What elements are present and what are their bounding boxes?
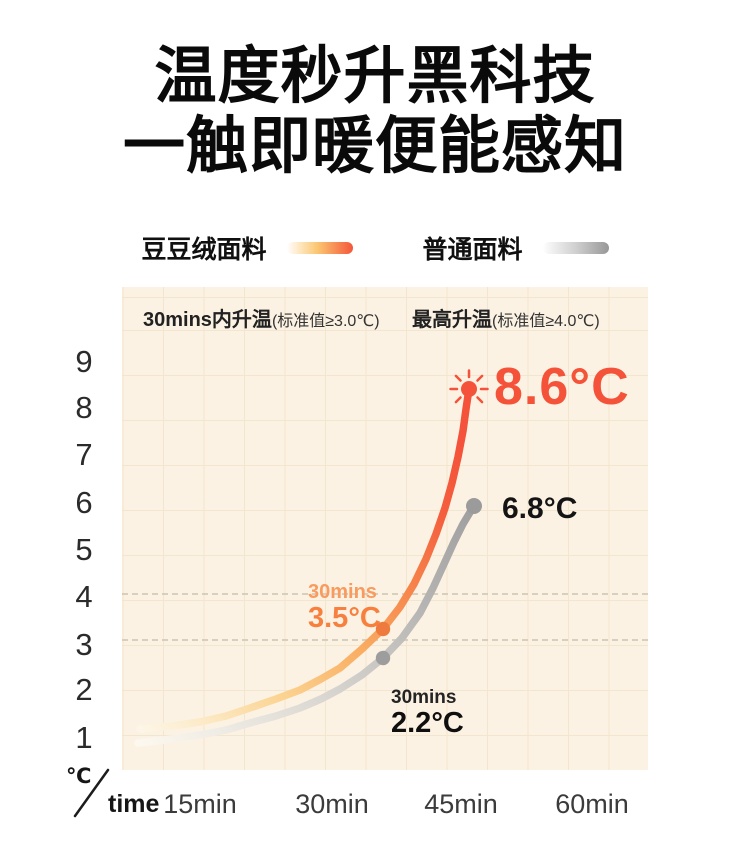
orange-peak-sparkle <box>449 369 489 404</box>
y-axis-tick-9: 9 <box>75 344 93 379</box>
axis-corner-label: ℃ time <box>56 762 160 822</box>
legend-item-ordinary: 普通面料 <box>423 230 609 266</box>
header-right-sub: (标准值≥4.0℃) <box>492 313 600 330</box>
gray-peak-dot <box>466 498 482 514</box>
gray-mid-dot <box>375 650 391 666</box>
legend-label-ordinary: 普通面料 <box>422 236 523 264</box>
mid-orange-value: 3.5°C <box>308 602 381 634</box>
legend: 豆豆绒面料 普通面料 <box>0 230 750 266</box>
header-right-main: 最高升温 <box>412 309 492 331</box>
peak-value-orange: 8.6°C <box>494 358 630 416</box>
title-line-2: 一触即暖便能感知 <box>122 112 627 181</box>
y-axis-tick-7: 7 <box>75 437 93 472</box>
chart-header-left: 30mins内升温(标准值≥3.0℃) <box>143 303 380 332</box>
legend-label-bean-velvet: 豆豆绒面料 <box>141 236 267 264</box>
y-axis-tick-1: 1 <box>75 720 93 755</box>
threshold-line-4c <box>122 593 648 595</box>
mid-gray-value: 2.2°C <box>391 707 464 739</box>
mid-gray-label: 30mins <box>391 687 457 708</box>
page-title: 温度秒升黑科技 一触即暖便能感知 <box>0 42 750 182</box>
header-left-main: 30mins内升温 <box>143 309 272 331</box>
peak-value-gray: 6.8°C <box>502 492 578 525</box>
y-axis-tick-3: 3 <box>75 627 93 662</box>
y-axis-tick-6: 6 <box>75 485 93 520</box>
gray-curve <box>134 502 478 747</box>
mid-annotation-orange: 30mins 3.5°C <box>308 581 381 633</box>
mid-annotation-gray: 30mins 2.2°C <box>391 687 464 739</box>
x-axis-tick-60min: 60min <box>555 789 629 819</box>
legend-item-bean-velvet: 豆豆绒面料 <box>141 230 353 266</box>
y-axis-tick-4: 4 <box>75 579 93 614</box>
orange-mid-dot <box>375 621 391 637</box>
legend-swatch-orange <box>286 242 353 254</box>
y-axis-tick-8: 8 <box>75 390 93 425</box>
axis-corner-slash <box>73 768 110 818</box>
temperature-curves-svg <box>134 369 489 747</box>
chart-panel: 30mins内升温(标准值≥3.0℃) 最高升温(标准值≥4.0℃) <box>122 287 648 770</box>
threshold-line-3c <box>122 639 648 641</box>
x-axis-tick-45min: 45min <box>424 789 498 819</box>
orange-curve <box>136 385 473 733</box>
orange-peak-dot <box>461 381 477 397</box>
x-axis-tick-15min: 15min <box>163 789 237 819</box>
legend-swatch-gray <box>542 242 609 254</box>
x-axis-tick-30min: 30min <box>295 789 369 819</box>
mid-orange-label: 30mins <box>308 581 377 603</box>
y-axis-tick-2: 2 <box>75 672 93 707</box>
header-left-sub: (标准值≥3.0℃) <box>271 313 380 330</box>
chart-header-right: 最高升温(标准值≥4.0℃) <box>412 303 600 332</box>
x-axis-unit-label: time <box>108 790 160 818</box>
y-axis-unit-label: ℃ <box>66 765 92 788</box>
title-line-1: 温度秒升黑科技 <box>154 42 596 111</box>
y-axis-tick-5: 5 <box>75 532 93 567</box>
